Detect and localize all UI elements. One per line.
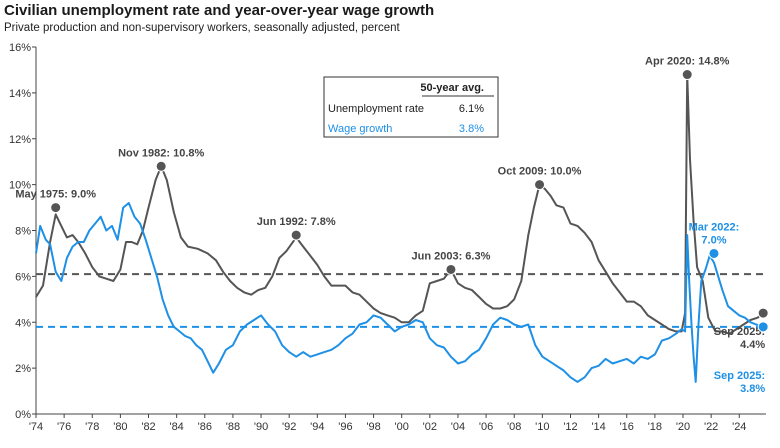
unemployment-line bbox=[35, 73, 764, 335]
x-tick-label: '00 bbox=[395, 421, 409, 433]
y-tick-label: 16% bbox=[9, 42, 31, 54]
x-tick-label: '08 bbox=[507, 421, 521, 433]
average-table-row-value: 6.1% bbox=[459, 103, 484, 115]
x-tick-label: '82 bbox=[141, 421, 155, 433]
unemployment-annotation-dot bbox=[445, 263, 457, 275]
x-tick-label: '18 bbox=[648, 421, 662, 433]
unemployment-annotation-dot bbox=[757, 307, 769, 319]
wage-annotation-dot bbox=[708, 247, 720, 259]
y-tick-label: 8% bbox=[15, 226, 31, 238]
unemployment-annotation-dot bbox=[50, 202, 62, 214]
unemployment-annotation-dot bbox=[534, 179, 546, 191]
x-tick-label: '74 bbox=[29, 421, 43, 433]
wage-annotation-dot bbox=[757, 321, 769, 333]
x-tick-label: '78 bbox=[85, 421, 99, 433]
x-tick-label: '10 bbox=[535, 421, 549, 433]
annotation-label-line: Nov 1982: 10.8% bbox=[118, 147, 204, 159]
x-tick-label: '16 bbox=[620, 421, 634, 433]
annotation-label-line: 3.8% bbox=[740, 383, 765, 395]
x-tick-label: '02 bbox=[423, 421, 437, 433]
x-tick-label: '06 bbox=[479, 421, 493, 433]
annotation-label-line: Jun 1992: 7.8% bbox=[257, 216, 336, 228]
y-tick-label: 10% bbox=[9, 180, 31, 192]
annotation-label: Nov 1982: 10.8% bbox=[118, 147, 204, 159]
x-tick-label: '12 bbox=[563, 421, 577, 433]
annotation-label-line: Oct 2009: 10.0% bbox=[498, 166, 582, 178]
x-tick-label: '80 bbox=[113, 421, 127, 433]
x-tick-label: '90 bbox=[254, 421, 268, 433]
y-tick-label: 4% bbox=[15, 317, 31, 329]
x-tick-label: '92 bbox=[282, 421, 296, 433]
x-tick-label: '76 bbox=[57, 421, 71, 433]
x-tick-label: '94 bbox=[310, 421, 324, 433]
x-tick-label: '20 bbox=[676, 421, 690, 433]
y-tick-label: 14% bbox=[9, 88, 31, 100]
y-tick-label: 6% bbox=[15, 271, 31, 283]
annotation-label-line: 4.4% bbox=[740, 339, 765, 351]
annotation-label: Sep 2025: 4.4% bbox=[714, 326, 766, 351]
x-tick-label: '86 bbox=[198, 421, 212, 433]
x-tick-label: '22 bbox=[704, 421, 718, 433]
unemployment-annotation-dot bbox=[155, 160, 167, 172]
annotation-label: Sep 2025: 3.8% bbox=[714, 370, 766, 395]
average-table-row-label: Wage growth bbox=[328, 123, 392, 135]
y-tick-label: 12% bbox=[9, 134, 31, 146]
annotation-label: Mar 2022: 7.0% bbox=[689, 221, 740, 246]
x-tick-label: '14 bbox=[591, 421, 605, 433]
average-table-box bbox=[323, 76, 499, 138]
wage-line bbox=[35, 202, 764, 383]
chart-title: Civilian unemployment rate and year-over… bbox=[4, 2, 435, 19]
annotation-label-line: Jun 2003: 6.3% bbox=[411, 250, 490, 262]
annotation-label: May 1975: 9.0% bbox=[15, 189, 96, 201]
x-tick-label: '98 bbox=[366, 421, 380, 433]
x-tick-label: '84 bbox=[169, 421, 183, 433]
y-tick-label: 2% bbox=[15, 363, 31, 375]
x-tick-label: '04 bbox=[451, 421, 465, 433]
annotation-label: Oct 2009: 10.0% bbox=[498, 166, 582, 178]
average-table-header: 50-year avg. bbox=[420, 82, 484, 94]
annotation-label: Jun 1992: 7.8% bbox=[257, 216, 336, 228]
average-table-row-label: Unemployment rate bbox=[328, 103, 424, 115]
chart-subtitle: Private production and non-supervisory w… bbox=[4, 22, 400, 34]
annotation-label-line: Sep 2025: bbox=[714, 370, 765, 382]
annotation-label-line: Mar 2022: bbox=[689, 221, 740, 233]
annotation-label-line: 7.0% bbox=[701, 234, 726, 246]
unemployment-annotation-dot bbox=[290, 229, 302, 241]
annotation-label-line: Apr 2020: 14.8% bbox=[645, 56, 730, 68]
annotation-label-line: Sep 2025: bbox=[714, 326, 765, 338]
y-tick-label: 0% bbox=[15, 409, 31, 421]
x-tick-label: '24 bbox=[732, 421, 746, 433]
annotation-label-line: May 1975: 9.0% bbox=[15, 189, 96, 201]
annotation-label: Jun 2003: 6.3% bbox=[411, 250, 490, 262]
unemployment-annotation-dot bbox=[681, 69, 693, 81]
average-table-row-value: 3.8% bbox=[459, 123, 484, 135]
x-tick-label: '96 bbox=[338, 421, 352, 433]
annotation-label: Apr 2020: 14.8% bbox=[645, 56, 730, 68]
x-tick-label: '88 bbox=[226, 421, 240, 433]
